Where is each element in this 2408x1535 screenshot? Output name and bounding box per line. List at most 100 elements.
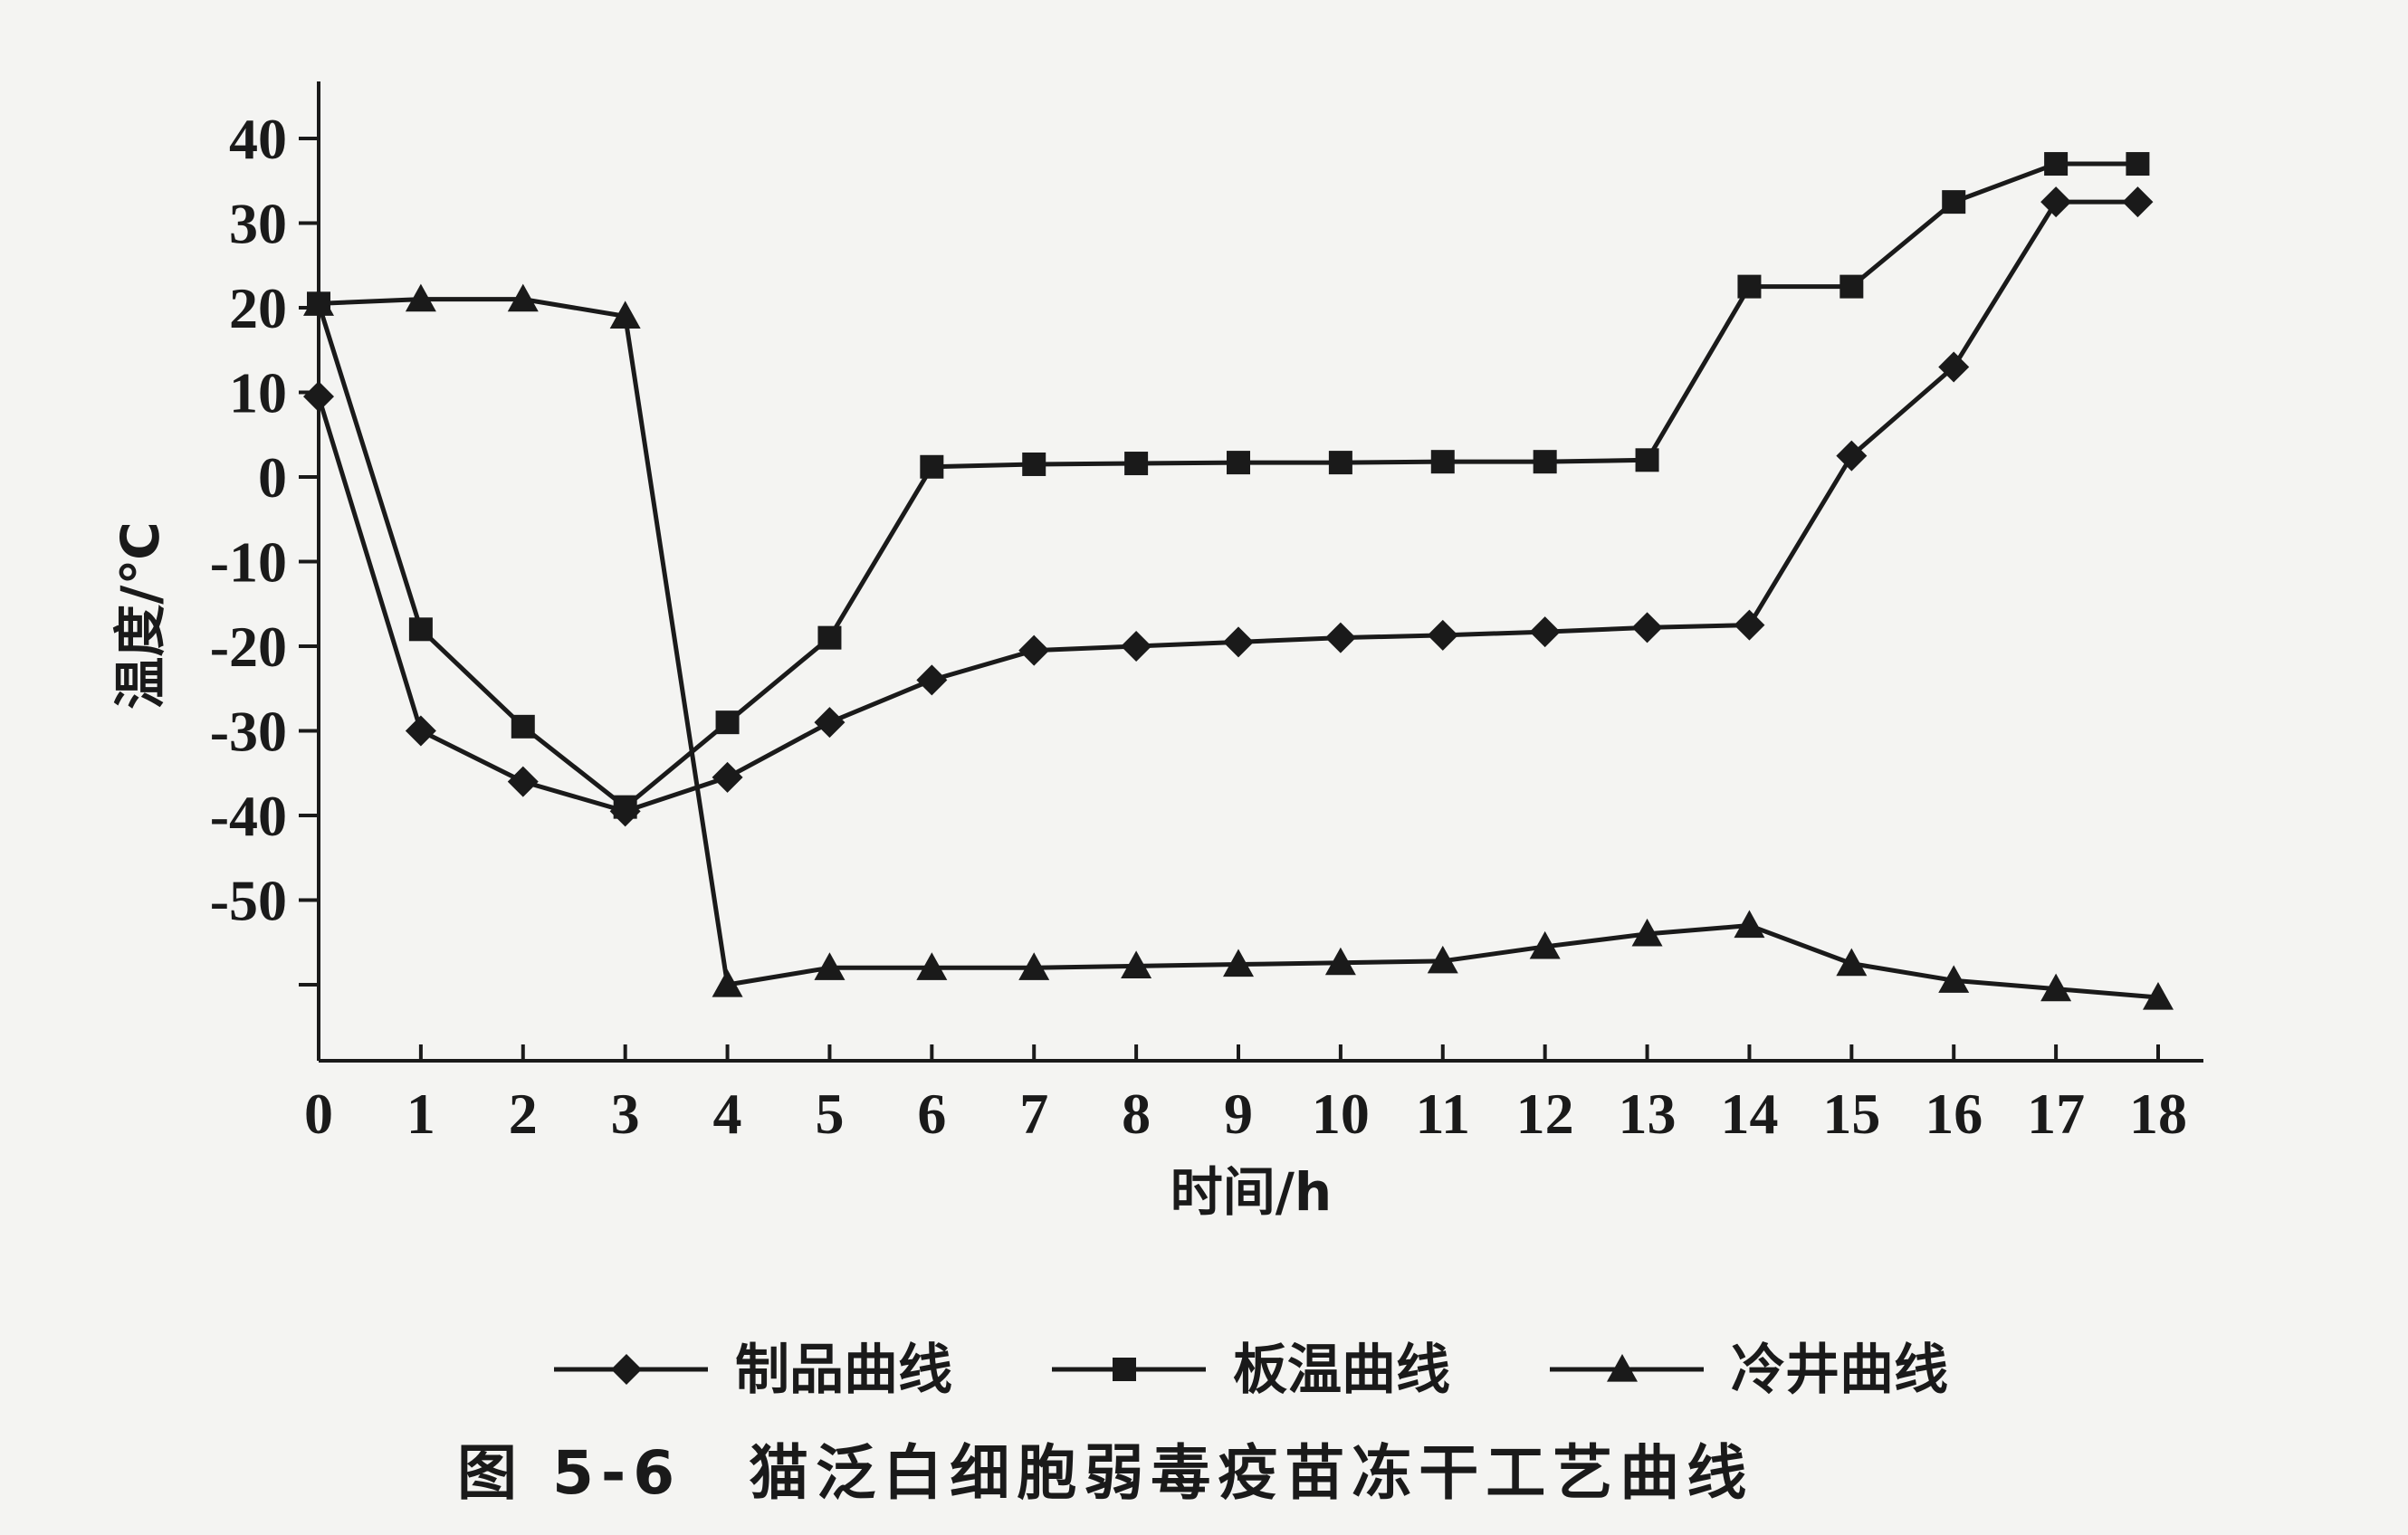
- data-point-triangle: [1223, 949, 1254, 977]
- data-point-square: [2044, 152, 2069, 176]
- x-tick-label: 10: [1312, 1082, 1370, 1146]
- y-tick-label: -10: [210, 530, 287, 595]
- x-tick-label: 0: [304, 1082, 333, 1146]
- y-tick-label: 0: [258, 445, 287, 510]
- series-square: [307, 152, 2150, 819]
- y-tick-label: 20: [229, 276, 287, 340]
- y-tick-label: 30: [229, 192, 287, 256]
- data-point-triangle: [1018, 952, 1050, 980]
- legend-label: 板温曲线: [1233, 1339, 1450, 1402]
- data-point-triangle: [1324, 947, 1356, 976]
- data-point-triangle: [2040, 973, 2072, 1002]
- data-point-triangle: [814, 952, 846, 980]
- data-point-diamond: [1836, 440, 1868, 472]
- data-point-square: [1635, 448, 1659, 472]
- data-point-square: [511, 714, 535, 739]
- data-point-diamond: [1631, 612, 1663, 644]
- series-line-square: [316, 161, 2138, 810]
- y-tick-labels: 40 30 20 10 0 -10 -20 -30 -40 -50: [210, 107, 287, 933]
- data-point-square: [920, 454, 944, 479]
- x-tick-label: 1: [406, 1082, 435, 1146]
- data-point-diamond: [1223, 626, 1254, 658]
- x-tick-label: 9: [1224, 1082, 1253, 1146]
- data-point-square: [1942, 190, 1966, 215]
- data-point-square: [1227, 451, 1250, 475]
- data-point-square: [408, 617, 433, 642]
- x-tick-label: 17: [2027, 1082, 2085, 1146]
- x-tick-label: 4: [713, 1082, 742, 1146]
- y-tick-label: -30: [210, 700, 287, 764]
- x-tick-label: 2: [509, 1082, 538, 1146]
- x-tick-label: 13: [1619, 1082, 1677, 1146]
- data-point-diamond: [405, 715, 436, 747]
- data-point-square: [1737, 274, 1762, 299]
- data-point-diamond: [2040, 186, 2072, 218]
- x-tick-label: 6: [917, 1082, 946, 1146]
- x-tick-label: 8: [1122, 1082, 1151, 1146]
- x-tick-label: 5: [815, 1082, 844, 1146]
- x-tick-labels: 0 1 2 3 4 5 6 7 8 9 10 11 12 13 14 15 16 17 18: [304, 1082, 2187, 1146]
- data-point-diamond: [1427, 619, 1458, 651]
- data-point-triangle: [1631, 918, 1663, 947]
- x-tick-label: 15: [1822, 1082, 1880, 1146]
- data-point-triangle: [2143, 982, 2174, 1010]
- series-diamond: [303, 186, 2154, 827]
- x-tick-label: 7: [1019, 1082, 1048, 1146]
- series-line-diamond: [316, 199, 2138, 814]
- y-tick-label: -20: [210, 615, 287, 679]
- x-tick-label: 18: [2129, 1082, 2187, 1146]
- data-point-diamond: [507, 766, 539, 797]
- legend: 制品曲线 板温曲线 冷井曲线: [554, 1339, 1948, 1402]
- data-point-triangle: [1938, 965, 1970, 993]
- legend-item-diamond: 制品曲线: [554, 1339, 952, 1402]
- data-point-triangle: [1529, 930, 1561, 959]
- data-point-triangle: [1121, 950, 1152, 979]
- data-point-triangle: [507, 283, 539, 312]
- x-tick-label: 14: [1720, 1082, 1778, 1146]
- y-tick-label: 10: [229, 361, 287, 425]
- data-point-triangle: [609, 300, 641, 329]
- data-point-triangle: [405, 283, 436, 312]
- data-point-square: [613, 795, 637, 819]
- legend-label: 制品曲线: [735, 1339, 952, 1402]
- data-point-diamond: [1529, 616, 1561, 648]
- y-tick-label: -50: [210, 869, 287, 933]
- data-point-square: [1328, 451, 1352, 475]
- data-point-square: [1533, 450, 1557, 474]
- data-point-diamond: [1324, 622, 1356, 653]
- legend-label: 冷井曲线: [1731, 1339, 1948, 1402]
- y-axis-title: 温度/℃: [110, 521, 171, 709]
- data-point-square: [817, 625, 842, 650]
- x-tick-label: 3: [611, 1082, 640, 1146]
- series-triangle: [303, 283, 2174, 1010]
- x-axis-title: 时间/h: [1171, 1161, 1332, 1223]
- data-point-diamond: [1018, 634, 1050, 666]
- data-point-triangle: [1836, 948, 1868, 977]
- data-point-triangle: [1734, 910, 1765, 939]
- data-point-triangle: [916, 952, 948, 980]
- data-point-diamond: [2122, 186, 2154, 218]
- data-point-triangle: [712, 969, 743, 997]
- data-point-diamond: [1734, 609, 1765, 641]
- x-tick-label: 16: [1925, 1082, 1983, 1146]
- data-point-square: [715, 710, 740, 735]
- series-group: [303, 152, 2174, 1010]
- figure-caption: 图 5-6 猫泛白细胞弱毒疫苗冻干工艺曲线: [457, 1438, 1753, 1508]
- data-point-diamond: [1121, 631, 1152, 662]
- x-tick-label: 11: [1416, 1082, 1470, 1146]
- data-point-diamond: [1938, 351, 1970, 383]
- data-point-triangle: [1427, 945, 1458, 974]
- data-point-square: [1430, 450, 1455, 474]
- legend-marker-triangle: [1607, 1354, 1638, 1382]
- x-tick-label: 12: [1516, 1082, 1574, 1146]
- data-point-square: [1022, 452, 1046, 476]
- data-point-diamond: [814, 707, 846, 739]
- data-point-diamond: [303, 381, 334, 413]
- data-point-diamond: [712, 761, 743, 793]
- legend-item-square: 板温曲线: [1052, 1339, 1450, 1402]
- y-tick-label: 40: [229, 107, 287, 171]
- data-point-square: [2126, 152, 2150, 176]
- data-point-triangle: [303, 288, 334, 316]
- data-point-square: [1124, 452, 1149, 476]
